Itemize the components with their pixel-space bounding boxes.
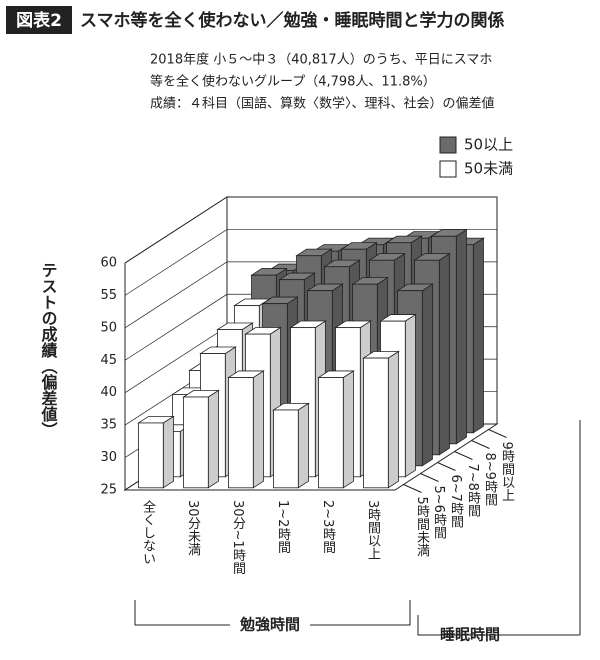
x-tick-label: 30分未満 xyxy=(185,500,201,556)
legend-swatch xyxy=(439,160,457,178)
bar-front xyxy=(138,422,164,489)
depth-tick xyxy=(403,484,422,493)
x-tick-label: 3時間以上 xyxy=(365,500,381,560)
depth-tick xyxy=(437,462,456,471)
depth-tick xyxy=(420,473,439,482)
depth-bracket xyxy=(417,420,581,636)
bar-front xyxy=(363,357,389,489)
y-tick-label: 35 xyxy=(100,418,117,433)
x-tick-label: 2~3時間 xyxy=(320,500,336,555)
subtitle: 2018年度 小５～中３（40,817人）のうち、平日にスマホ xyxy=(150,52,492,68)
grid-line xyxy=(124,229,497,296)
depth-tick xyxy=(471,440,490,449)
bar-side xyxy=(438,252,450,456)
bar-side xyxy=(297,402,309,489)
badge-box xyxy=(6,6,72,34)
bar-side xyxy=(421,283,433,467)
bar-side xyxy=(472,237,484,434)
x-axis-label: 勉強時間 xyxy=(239,616,300,634)
badge: 図表2 xyxy=(16,10,62,31)
bar-side xyxy=(207,389,219,489)
bar xyxy=(272,402,310,489)
bar xyxy=(362,350,400,489)
bar-front xyxy=(183,396,209,489)
y-tick-label: 25 xyxy=(100,483,117,498)
depth-tick xyxy=(488,429,507,438)
depth-tick-label: 5時間未満 xyxy=(414,497,430,558)
y-tick-label: 45 xyxy=(100,353,117,368)
bar-side xyxy=(387,350,399,489)
bar xyxy=(137,415,175,489)
bar xyxy=(317,370,355,489)
legend-label: 50未満 xyxy=(464,160,513,178)
y-tick-label: 55 xyxy=(100,288,117,303)
bar xyxy=(182,389,220,489)
bar-side xyxy=(342,370,354,489)
x-tick-label: 全くしない xyxy=(140,499,156,565)
subtitle: 成績：４科目（国語、算数〈数学〉、理科、社会）の偏差値 xyxy=(150,96,495,112)
legend-swatch xyxy=(439,136,457,154)
grid-line xyxy=(124,196,497,264)
label-bg xyxy=(230,614,310,636)
subtitle: 等を全く使わないグループ（4,798人、11.8%） xyxy=(150,74,436,90)
y-tick-label: 30 xyxy=(100,450,117,465)
depth-tick-label: 9時間以上 xyxy=(499,442,515,502)
depth-tick-label: 5~6時間 xyxy=(431,486,447,541)
bar-side xyxy=(404,313,416,478)
bar xyxy=(227,370,265,489)
x-tick-label: 30分~1時間 xyxy=(230,500,246,576)
bar-front xyxy=(228,377,254,489)
depth-tick-label: 7~8時間 xyxy=(465,464,481,519)
depth-tick xyxy=(454,451,473,460)
y-axis-label: テストの成績（偏差値） xyxy=(39,262,59,438)
bar-front xyxy=(273,409,299,489)
bar-side xyxy=(455,228,467,445)
bar-side xyxy=(162,415,174,489)
x-tick-label: 1~2時間 xyxy=(275,500,291,555)
depth-tick-label: 6~7時間 xyxy=(448,475,464,530)
y-tick-label: 40 xyxy=(100,385,117,400)
legend-label: 50以上 xyxy=(464,136,513,154)
depth-axis-label: 睡眠時間 xyxy=(440,626,500,644)
y-tick-label: 50 xyxy=(100,320,117,335)
y-tick-label: 60 xyxy=(100,256,117,271)
title: スマホ等を全く使わない／勉強・睡眠時間と学力の関係 xyxy=(80,10,505,31)
depth-tick-label: 8~9時間 xyxy=(482,453,498,508)
bar-side xyxy=(252,370,264,489)
bar-front xyxy=(318,377,344,489)
